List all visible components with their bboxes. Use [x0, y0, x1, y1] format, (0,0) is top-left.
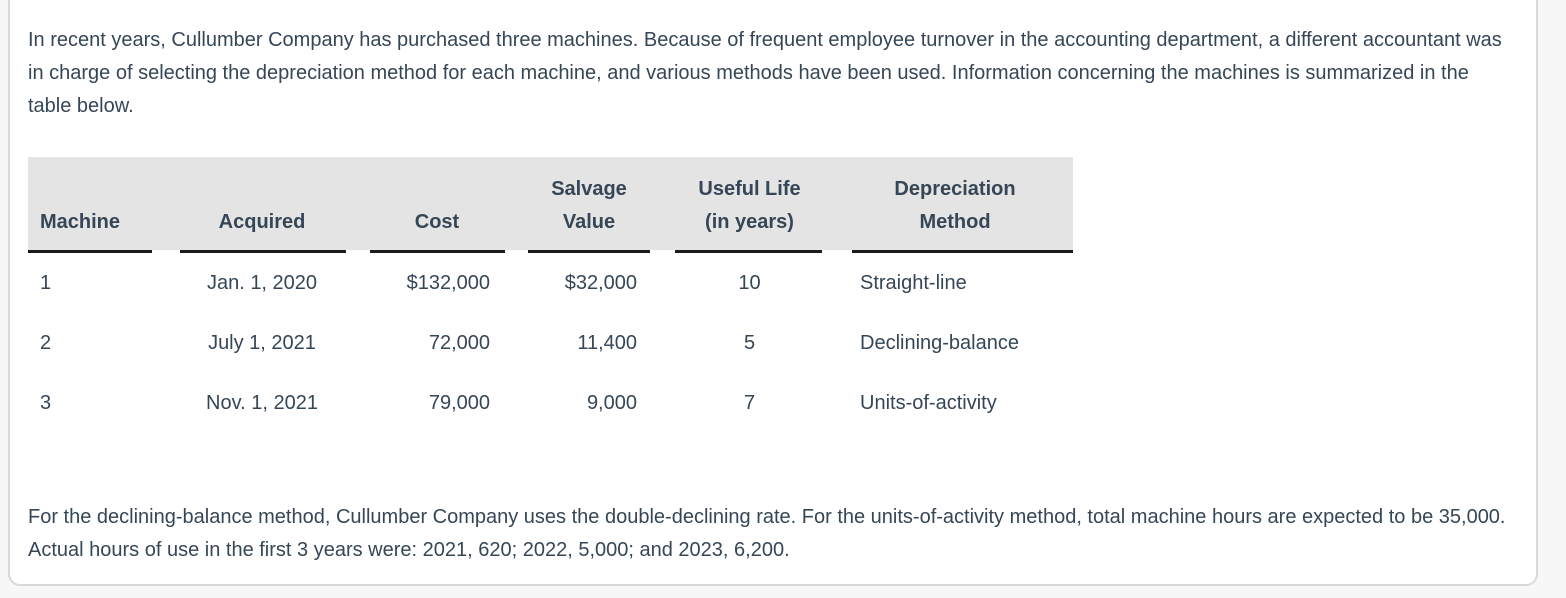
underline-depreciation-method — [852, 250, 1073, 253]
column-header-acquired: Acquired — [166, 157, 358, 250]
machine-3-depreciation-method: Units-of-activity — [860, 391, 997, 414]
machines-table: Machine Acquired Cost Salvage Value — [28, 157, 1073, 433]
machine-2-acquired: July 1, 2021 — [208, 331, 316, 354]
underline-acquired — [180, 250, 346, 253]
column-header-depreciation-method: Depreciation Method — [837, 157, 1073, 250]
machine-2-cost: 72,000 — [428, 331, 490, 354]
intro-paragraph: In recent years, Cullumber Company has p… — [28, 29, 1502, 117]
machine-2-useful-life: 5 — [743, 331, 756, 354]
machine-3-salvage-value: 9,000 — [586, 391, 637, 414]
column-header-useful-life: Useful Life (in years) — [662, 157, 837, 250]
underline-machine — [28, 250, 152, 253]
machine-1-cost: $132,000 — [406, 271, 490, 294]
column-header-useful-life-line2: (in years) — [705, 211, 794, 233]
column-header-salvage-value: Salvage Value — [516, 157, 662, 250]
column-header-acquired-label: Acquired — [218, 211, 306, 233]
machine-3-acquired: Nov. 1, 2021 — [206, 391, 318, 414]
machine-1-salvage-value: $32,000 — [564, 271, 637, 294]
underline-useful-life — [675, 250, 822, 253]
machine-3-useful-life: 7 — [743, 391, 756, 414]
machine-1-number: 1 — [40, 271, 52, 294]
column-header-cost-label: Cost — [414, 211, 460, 233]
machine-row-2: 2 July 1, 2021 72,000 11,400 5 Declining… — [28, 313, 1073, 373]
machines-table-header-row: Machine Acquired Cost Salvage Value — [28, 157, 1073, 250]
underline-cost — [370, 250, 505, 253]
machine-row-3: 3 Nov. 1, 2021 79,000 9,000 7 Units-of-a… — [28, 373, 1073, 433]
machine-3-number: 3 — [40, 391, 52, 414]
column-header-cost: Cost — [358, 157, 516, 250]
machine-2-salvage-value: 11,400 — [577, 331, 637, 354]
column-header-salvage-value-line2: Value — [562, 211, 616, 233]
underline-salvage-value — [528, 250, 650, 253]
column-header-useful-life-line1: Useful Life — [698, 178, 801, 200]
machine-1-acquired: Jan. 1, 2020 — [206, 271, 318, 294]
column-header-depreciation-method-line1: Depreciation — [894, 178, 1016, 200]
header-underline-row — [28, 250, 1073, 253]
footer-paragraph: For the declining-balance method, Cullum… — [28, 506, 1506, 561]
machine-row-1: 1 Jan. 1, 2020 $132,000 $32,000 10 Strai… — [28, 253, 1073, 313]
machine-2-depreciation-method: Declining-balance — [860, 331, 1019, 354]
column-header-machine-label: Machine — [40, 211, 121, 233]
column-header-depreciation-method-line2: Method — [919, 211, 991, 233]
problem-statement-card: In recent years, Cullumber Company has p… — [8, 0, 1538, 586]
column-header-salvage-value-line1: Salvage — [551, 178, 627, 200]
machine-1-useful-life: 10 — [738, 271, 761, 294]
column-header-machine: Machine — [28, 157, 166, 250]
machine-1-depreciation-method: Straight-line — [860, 271, 967, 294]
machine-3-cost: 79,000 — [428, 391, 490, 414]
machine-2-number: 2 — [40, 331, 52, 354]
